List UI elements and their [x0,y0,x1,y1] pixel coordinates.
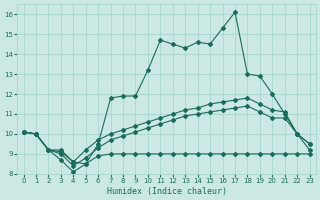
X-axis label: Humidex (Indice chaleur): Humidex (Indice chaleur) [107,187,227,196]
